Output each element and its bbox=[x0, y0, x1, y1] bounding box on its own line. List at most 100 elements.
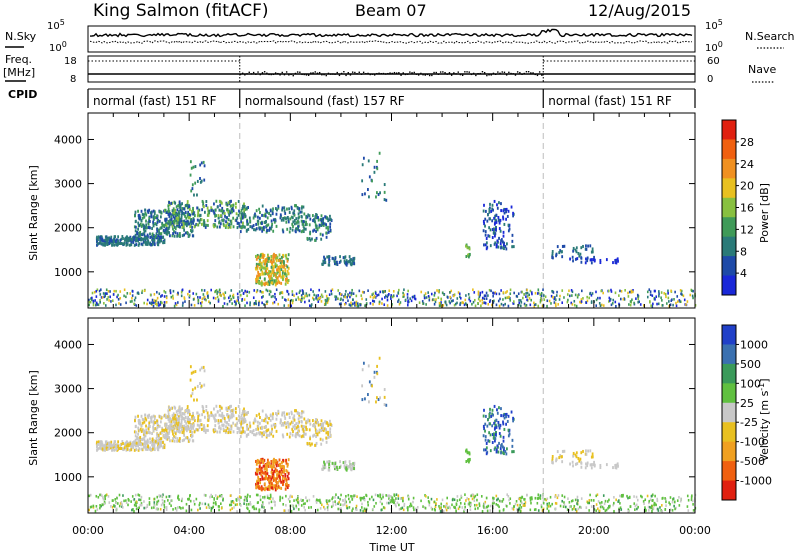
freq-bottom-tick: 8 bbox=[70, 74, 76, 85]
echo-point bbox=[92, 292, 94, 295]
echo-point bbox=[561, 255, 563, 258]
echo-point bbox=[212, 505, 214, 508]
echo-point bbox=[281, 256, 283, 259]
echo-point bbox=[306, 223, 308, 226]
echo-point bbox=[88, 304, 90, 307]
echo-point bbox=[382, 291, 384, 294]
echo-point bbox=[102, 504, 104, 507]
cpid-segment-label: normalsound (fast) 157 RF bbox=[245, 94, 405, 108]
freq-sounding-point bbox=[273, 74, 274, 75]
echo-point bbox=[120, 447, 122, 450]
echo-point bbox=[292, 299, 294, 302]
echo-point bbox=[473, 291, 475, 294]
echo-point bbox=[278, 274, 280, 277]
echo-point bbox=[288, 293, 290, 296]
echo-point bbox=[226, 421, 228, 424]
echo-point bbox=[187, 200, 189, 203]
echo-point bbox=[564, 496, 566, 499]
echo-point bbox=[160, 508, 162, 511]
freq-sounding-point bbox=[486, 75, 487, 76]
echo-point bbox=[277, 461, 279, 464]
echo-point bbox=[164, 295, 166, 298]
echo-point bbox=[108, 237, 110, 240]
echo-point bbox=[207, 219, 209, 222]
echo-point bbox=[280, 276, 282, 279]
echo-point bbox=[172, 225, 174, 228]
echo-point bbox=[295, 432, 297, 435]
echo-point bbox=[308, 506, 310, 509]
echo-point bbox=[270, 478, 272, 481]
echo-point bbox=[359, 290, 361, 293]
echo-point bbox=[268, 417, 270, 420]
echo-point bbox=[383, 506, 385, 509]
echo-point bbox=[156, 435, 158, 438]
echo-point bbox=[232, 422, 234, 425]
echo-point bbox=[109, 501, 111, 504]
echo-point bbox=[361, 298, 363, 301]
echo-point bbox=[648, 288, 650, 291]
echo-point bbox=[309, 428, 311, 431]
echo-point bbox=[321, 224, 323, 227]
echo-point bbox=[205, 503, 207, 506]
echo-point bbox=[236, 510, 238, 513]
echo-point bbox=[189, 421, 191, 424]
echo-point bbox=[494, 223, 496, 226]
echo-point bbox=[580, 261, 582, 264]
echo-point bbox=[278, 270, 280, 273]
echo-point bbox=[279, 458, 281, 461]
echo-point bbox=[194, 503, 196, 506]
echo-point bbox=[164, 301, 166, 304]
echo-point bbox=[302, 220, 304, 223]
echo-point bbox=[558, 251, 560, 254]
echo-point bbox=[215, 208, 217, 211]
echo-point bbox=[464, 493, 466, 496]
echo-point bbox=[665, 508, 667, 511]
echo-point bbox=[160, 232, 162, 235]
echo-point bbox=[115, 509, 117, 512]
echo-point bbox=[581, 497, 583, 500]
echo-point bbox=[575, 499, 577, 502]
echo-point bbox=[138, 214, 140, 217]
echo-point bbox=[237, 293, 239, 296]
freq-sounding-point bbox=[420, 73, 421, 74]
echo-point bbox=[552, 256, 554, 259]
echo-point bbox=[662, 304, 664, 307]
echo-point bbox=[670, 290, 672, 293]
echo-point bbox=[194, 430, 196, 433]
echo-point bbox=[427, 291, 429, 294]
echo-point bbox=[337, 508, 339, 511]
echo-point bbox=[295, 422, 297, 425]
echo-point bbox=[665, 296, 667, 299]
echo-point bbox=[154, 212, 156, 215]
echo-point bbox=[661, 299, 663, 302]
echo-point bbox=[103, 242, 105, 245]
echo-point bbox=[222, 293, 224, 296]
echo-point bbox=[157, 426, 159, 429]
echo-point bbox=[239, 495, 241, 498]
echo-point bbox=[673, 505, 675, 508]
echo-point bbox=[552, 296, 554, 299]
echo-point bbox=[202, 297, 204, 300]
echo-point bbox=[246, 412, 248, 415]
echo-point bbox=[204, 426, 206, 429]
echo-point bbox=[512, 234, 514, 237]
echo-point bbox=[334, 462, 336, 465]
freq-sounding-point bbox=[374, 74, 375, 75]
echo-point bbox=[231, 210, 233, 213]
echo-point bbox=[111, 244, 113, 247]
echo-point bbox=[170, 292, 172, 295]
echo-point bbox=[321, 294, 323, 297]
echo-point bbox=[634, 508, 636, 511]
echo-point bbox=[324, 261, 326, 264]
echo-point bbox=[142, 232, 144, 235]
echo-point bbox=[242, 216, 244, 219]
echo-point bbox=[446, 304, 448, 307]
echo-point bbox=[148, 217, 150, 220]
echo-point bbox=[502, 298, 504, 301]
echo-point bbox=[177, 292, 179, 295]
echo-point bbox=[104, 295, 106, 298]
echo-point bbox=[208, 504, 210, 507]
echo-point bbox=[276, 464, 278, 467]
echo-point bbox=[214, 223, 216, 226]
echo-point bbox=[278, 479, 280, 482]
